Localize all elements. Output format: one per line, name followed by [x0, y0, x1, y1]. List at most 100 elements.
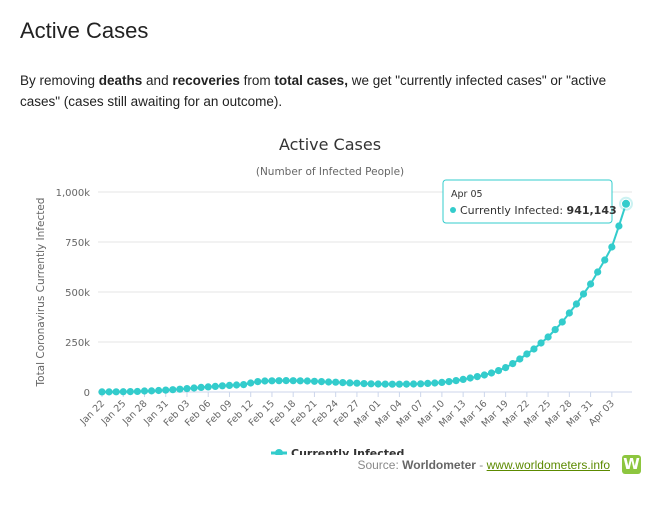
data-point[interactable] [417, 380, 425, 388]
data-point[interactable] [551, 326, 559, 334]
data-point[interactable] [289, 377, 297, 385]
data-point[interactable] [310, 377, 319, 385]
data-point[interactable] [275, 377, 283, 385]
data-point[interactable] [395, 380, 404, 388]
y-tick-label: 750k [65, 238, 90, 249]
y-axis-ticks: 0 250k 500k 750k 1,000k [56, 188, 91, 399]
data-point[interactable] [621, 198, 631, 209]
y-axis-title: Total Coronavirus Currently Infected [35, 198, 47, 388]
data-point[interactable] [254, 378, 262, 386]
data-point[interactable] [211, 382, 219, 390]
data-point[interactable] [473, 373, 481, 381]
data-point[interactable] [332, 378, 340, 386]
data-point[interactable] [452, 377, 460, 385]
source-credit: Source: Worldometer - www.worldometers.i… [357, 458, 610, 472]
chart-subtitle: (Number of Infected People) [256, 166, 404, 178]
legend[interactable]: Currently Infected [271, 447, 404, 455]
data-point[interactable] [431, 379, 439, 387]
data-point[interactable] [586, 280, 595, 288]
data-point[interactable] [218, 382, 226, 390]
y-tick-label: 500k [65, 288, 90, 299]
data-point[interactable] [445, 378, 453, 386]
bold-total-cases: total cases, [274, 73, 348, 88]
svg-text:Currently Infected: 941,143: Currently Infected: 941,143 [460, 204, 617, 217]
data-point[interactable] [579, 290, 588, 298]
y-tick-label: 0 [84, 388, 90, 399]
data-point[interactable] [324, 378, 333, 386]
data-point[interactable] [487, 369, 496, 377]
data-point[interactable] [424, 379, 432, 387]
source-link[interactable]: www.worldometers.info [486, 458, 610, 472]
data-point[interactable] [572, 300, 581, 308]
tooltip-date: Apr 05 [451, 189, 483, 200]
data-point[interactable] [544, 333, 552, 341]
data-point[interactable] [360, 380, 368, 388]
data-point[interactable] [232, 381, 241, 389]
data-point[interactable] [402, 380, 411, 388]
data-point[interactable] [105, 388, 113, 396]
data-point[interactable] [565, 309, 573, 317]
data-point[interactable] [509, 360, 517, 368]
data-point[interactable] [502, 364, 510, 372]
data-point[interactable] [119, 388, 127, 396]
data-point[interactable] [409, 380, 418, 388]
data-point[interactable] [601, 256, 609, 264]
data-point[interactable] [339, 379, 347, 387]
data-point[interactable] [459, 375, 467, 383]
tooltip-label: Currently Infected: [460, 204, 567, 217]
data-point[interactable] [140, 387, 149, 395]
data-point[interactable] [112, 388, 120, 396]
data-point[interactable] [133, 387, 142, 396]
bold-recoveries: recoveries [172, 73, 240, 88]
data-point[interactable] [240, 381, 248, 389]
data-point[interactable] [204, 383, 212, 391]
data-point[interactable] [466, 374, 474, 382]
intro-text: By removing deaths and recoveries from t… [20, 73, 607, 109]
data-point[interactable] [537, 339, 545, 347]
legend-label[interactable]: Currently Infected [291, 447, 404, 455]
data-point[interactable] [346, 379, 354, 387]
data-point[interactable] [147, 387, 156, 395]
data-point[interactable] [155, 386, 163, 395]
data-point[interactable] [516, 355, 524, 363]
legend-marker [275, 449, 283, 455]
data-point[interactable] [353, 379, 361, 387]
chart-title: Active Cases [279, 135, 381, 154]
series-currently-infected [98, 196, 633, 396]
data-point[interactable] [317, 378, 326, 386]
series-line [101, 203, 627, 393]
data-point[interactable] [523, 350, 531, 358]
data-point[interactable] [381, 380, 389, 388]
data-point[interactable] [169, 386, 177, 394]
data-point[interactable] [367, 380, 375, 388]
data-point[interactable] [296, 377, 304, 385]
tooltip-value: 941,143 [567, 204, 617, 217]
y-tick-label: 1,000k [56, 188, 91, 199]
data-point[interactable] [190, 384, 198, 392]
data-point[interactable] [261, 377, 269, 385]
data-point[interactable] [98, 388, 106, 396]
data-point[interactable] [162, 386, 170, 394]
worldometer-logo: W [622, 455, 641, 474]
source-brand: Worldometer [402, 458, 476, 472]
data-point[interactable] [176, 385, 184, 393]
data-point[interactable] [558, 318, 566, 326]
data-point[interactable] [268, 377, 276, 385]
data-point[interactable] [374, 380, 382, 388]
data-point[interactable] [225, 381, 234, 389]
tooltip: Apr 05 Currently Infected: 941,143 [442, 179, 617, 224]
data-point[interactable] [438, 378, 446, 386]
data-point[interactable] [608, 243, 616, 251]
data-point[interactable] [615, 222, 623, 230]
data-point[interactable] [247, 379, 255, 387]
data-point[interactable] [282, 377, 290, 385]
data-point[interactable] [480, 371, 488, 379]
data-point[interactable] [530, 345, 538, 353]
data-point[interactable] [126, 388, 134, 396]
data-point[interactable] [303, 377, 311, 385]
data-point[interactable] [494, 367, 503, 375]
data-point[interactable] [197, 383, 205, 391]
data-point[interactable] [183, 385, 191, 393]
data-point[interactable] [594, 268, 602, 276]
data-point[interactable] [388, 380, 396, 388]
